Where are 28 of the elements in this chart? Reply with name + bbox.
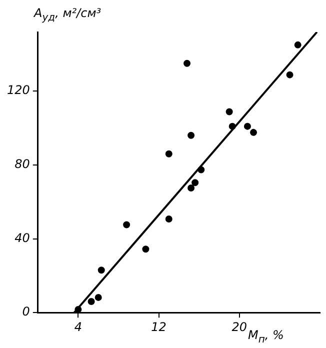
point (294, 41, 302, 48)
point (98, 266, 105, 274)
y-tick-label: 80 (14, 157, 30, 172)
point (228, 122, 236, 130)
x-tick-label: 12 (151, 320, 166, 334)
point (198, 166, 205, 174)
y-tick-label: 120 (7, 83, 30, 98)
point (184, 60, 191, 67)
point (88, 298, 95, 306)
point (286, 71, 294, 78)
point (123, 221, 130, 228)
point (244, 122, 251, 130)
point (188, 132, 195, 139)
y-tick-label: 0 (22, 304, 30, 319)
point (74, 306, 82, 313)
y-axis-title: A$_{уд}$, м²/см³ (34, 6, 102, 24)
y-tick-label: 40 (14, 230, 30, 245)
point (250, 128, 258, 136)
x-tick-label: 4 (74, 320, 82, 334)
point (165, 150, 172, 158)
x-axis-title: M$_{п}$, % (248, 328, 284, 346)
point (226, 108, 233, 116)
point (142, 246, 150, 253)
point (165, 216, 172, 223)
point (192, 179, 199, 186)
point (188, 184, 195, 192)
x-tick-label: 20 (232, 320, 248, 334)
point (94, 294, 102, 301)
